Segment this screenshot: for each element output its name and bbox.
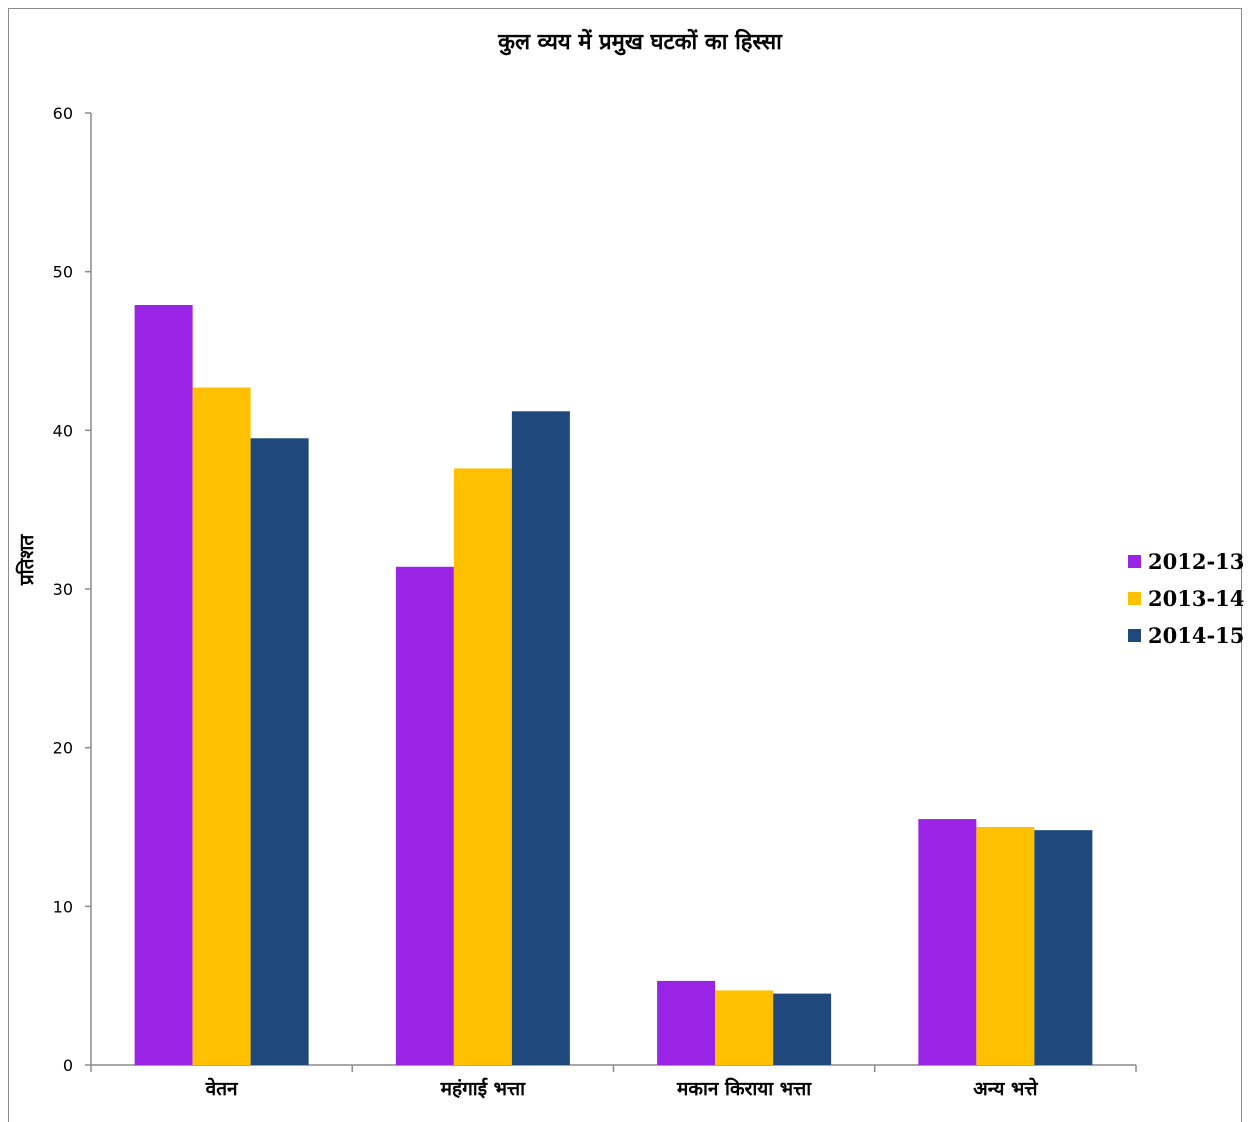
bar	[192, 387, 251, 1065]
bar	[715, 990, 774, 1065]
y-tick-label: 30	[53, 580, 73, 599]
bar	[657, 980, 716, 1065]
legend: 2012-13 2013-14 2014-15	[1128, 543, 1244, 654]
y-tick-label: 60	[53, 104, 73, 123]
bar	[976, 827, 1035, 1065]
bar	[773, 993, 832, 1065]
x-tick-label: अन्य भत्ते	[973, 1077, 1038, 1100]
legend-swatch	[1128, 629, 1141, 642]
legend-label: 2012-13	[1148, 549, 1245, 574]
y-tick-label: 50	[53, 263, 73, 282]
legend-item: 2012-13	[1128, 543, 1244, 580]
bar	[134, 304, 193, 1065]
bar	[395, 566, 454, 1065]
legend-item: 2014-15	[1128, 617, 1244, 654]
bar	[511, 411, 570, 1065]
legend-item: 2013-14	[1128, 580, 1244, 617]
bar	[250, 438, 309, 1065]
legend-swatch	[1128, 555, 1141, 568]
bar	[1034, 830, 1093, 1065]
bar	[918, 819, 977, 1065]
y-tick-label: 20	[53, 739, 73, 758]
axis-labels: 0 10 20 30 40 50 60 वेतन महंगाई भत्ता मकान किराया…	[53, 104, 1039, 1100]
y-tick-label: 0	[63, 1056, 73, 1075]
bars	[134, 304, 1093, 1065]
legend-swatch	[1128, 592, 1141, 605]
bar	[453, 468, 512, 1065]
chart-title: कुल व्यय में प्रमुख घटकों का हिस्सा	[498, 30, 782, 55]
y-tick-label: 10	[53, 897, 73, 916]
y-tick-label: 40	[53, 421, 73, 440]
x-tick-label: वेतन	[205, 1077, 239, 1100]
x-tick-label: महंगाई भत्ता	[440, 1077, 526, 1100]
legend-label: 2014-15	[1148, 623, 1245, 648]
legend-label: 2013-14	[1148, 586, 1245, 611]
x-tick-label: मकान किराया भत्ता	[676, 1077, 812, 1100]
